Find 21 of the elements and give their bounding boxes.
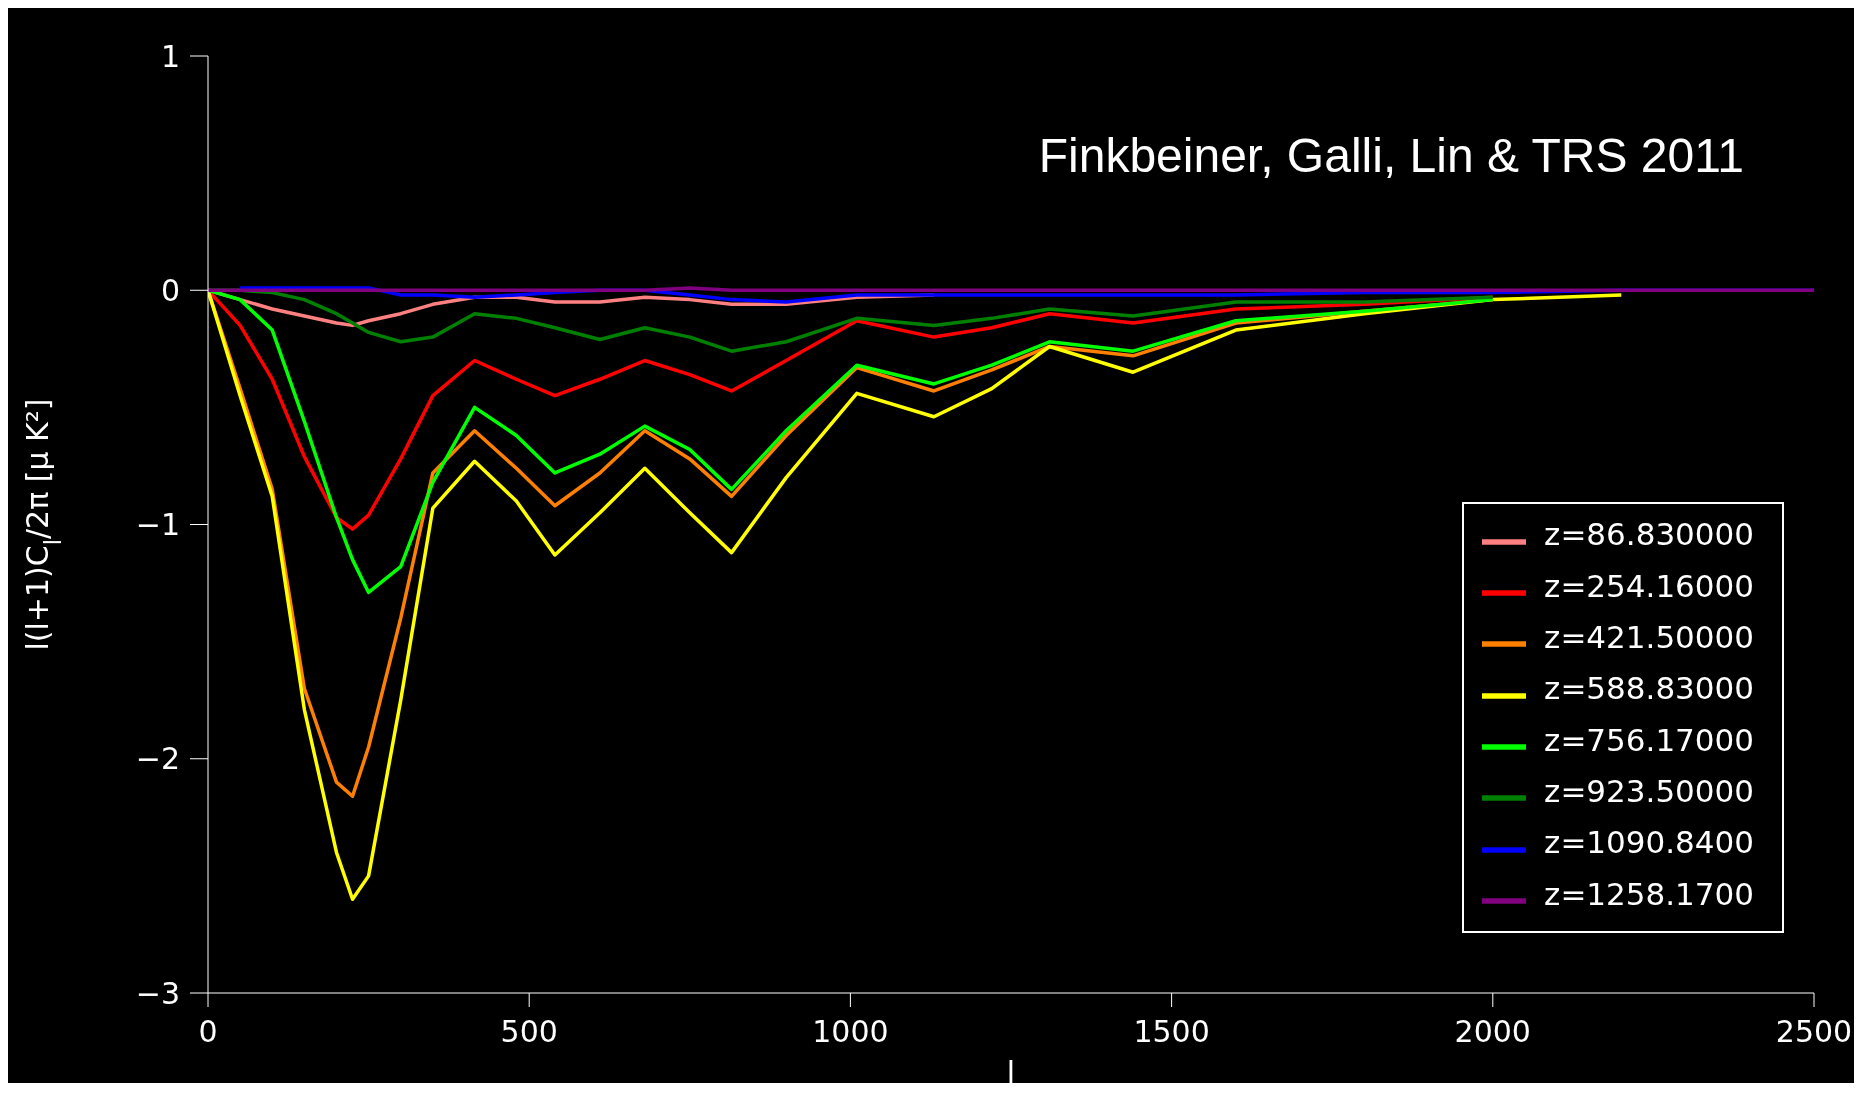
y-tick-label: 1 [160, 38, 180, 74]
legend-label: z=86.830000 [1544, 516, 1754, 553]
x-tick-label: 2000 [1454, 1014, 1531, 1050]
annotation: Finkbeiner, Galli, Lin & TRS 2011 [1038, 128, 1744, 183]
y-tick-label: −2 [135, 741, 180, 777]
legend-label: z=421.50000 [1544, 619, 1754, 656]
y-tick-label: 0 [160, 272, 180, 308]
legend-label: z=756.17000 [1544, 721, 1754, 758]
y-tick-label: −3 [135, 975, 180, 1011]
legend-label: z=254.16000 [1544, 567, 1754, 604]
x-tick-label: 0 [198, 1014, 218, 1050]
legend-label: z=1258.1700 [1544, 875, 1754, 912]
legend-label: z=588.83000 [1544, 670, 1754, 707]
legend-label: z=1090.8400 [1544, 824, 1754, 861]
x-axis-title: l [1006, 1055, 1016, 1090]
x-tick-label: 2500 [1775, 1014, 1853, 1050]
y-tick-label: −1 [135, 507, 180, 543]
x-tick-label: 1000 [812, 1014, 889, 1050]
x-tick-label: 500 [500, 1014, 558, 1050]
x-tick-label: 1500 [1133, 1014, 1210, 1050]
legend-label: z=923.50000 [1544, 773, 1754, 810]
